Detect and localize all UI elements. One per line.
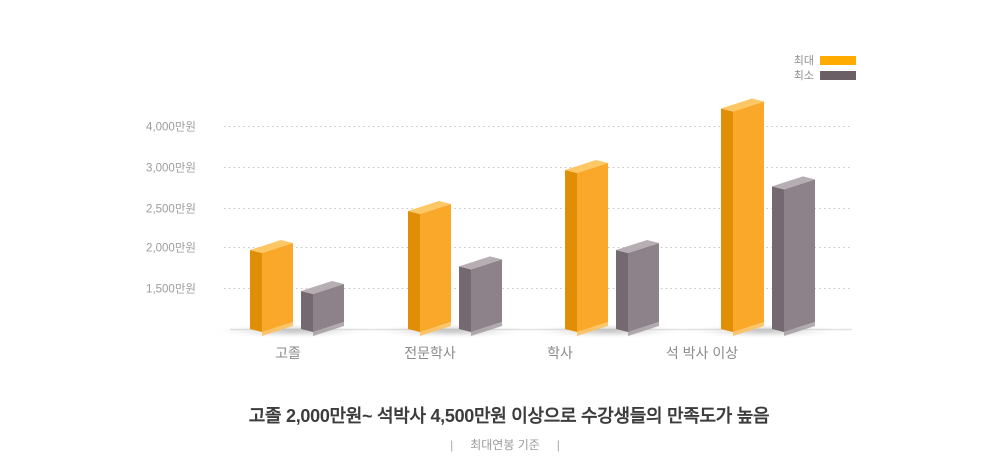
bar-min-1 bbox=[459, 256, 502, 336]
bar-min-2-base-sheen bbox=[628, 322, 659, 336]
bar-min-1-front-face bbox=[471, 259, 502, 332]
bar-max-2-top-face bbox=[565, 160, 608, 173]
legend-item-max: 최대 bbox=[756, 53, 856, 67]
bar-min-3-top-face bbox=[772, 176, 815, 190]
legend-swatch-min-icon bbox=[820, 70, 856, 80]
bar-max-0 bbox=[250, 240, 293, 336]
bar-max-0-front-face bbox=[262, 243, 293, 332]
bar-max-2-front-face bbox=[577, 163, 608, 332]
bar-max-1-top-face bbox=[408, 201, 451, 214]
bar-max-3 bbox=[721, 98, 764, 336]
bar-min-0 bbox=[301, 281, 344, 336]
legend-item-min: 최소 bbox=[756, 68, 856, 82]
chart-caption-note: | 최대연봉 기준 | bbox=[0, 436, 1004, 453]
ytick-label-3000: 3,000만원 bbox=[146, 161, 196, 175]
bar-max-0-base-sheen bbox=[262, 322, 293, 336]
bar-min-1-base-sheen bbox=[471, 322, 502, 336]
chart-legend: 최대 최소 bbox=[756, 53, 856, 83]
category-label-2: 학사 bbox=[547, 345, 573, 361]
bar-min-2 bbox=[616, 240, 659, 336]
bar-min-0-side-face bbox=[301, 291, 313, 332]
bar-min-0-front-face bbox=[313, 284, 344, 332]
bar-min-2-top-face bbox=[616, 240, 659, 253]
ytick-label-4000: 4,000만원 bbox=[146, 120, 196, 134]
bar-max-1-side-face bbox=[408, 211, 420, 332]
legend-label-max: 최대 bbox=[793, 55, 814, 67]
bar-min-3-base-sheen bbox=[784, 322, 815, 336]
bar-min-1-side-face bbox=[459, 266, 471, 332]
bar-min-1-top-face bbox=[459, 256, 502, 270]
bar-max-2-side-face bbox=[565, 170, 577, 332]
note-text: 최대연봉 기준 bbox=[470, 438, 540, 452]
note-separator-left: | bbox=[450, 438, 454, 452]
bar-min-2-side-face bbox=[616, 250, 628, 332]
bar-min-0-top-face bbox=[301, 281, 344, 294]
bar-max-0-top-face bbox=[250, 240, 293, 253]
bar-min-2-front-face bbox=[628, 243, 659, 332]
bar-max-1-front-face bbox=[420, 204, 451, 332]
bar-min-3-side-face bbox=[772, 186, 784, 332]
bar-max-3-side-face bbox=[721, 108, 733, 332]
bar-min-0-base-sheen bbox=[313, 322, 344, 336]
chart-caption: 고졸 2,000만원~ 석박사 4,500만원 이상으로 수강생들의 만족도가 … bbox=[248, 406, 770, 426]
bar-max-3-front-face bbox=[733, 101, 764, 332]
bar-max-2-base-sheen bbox=[577, 322, 608, 336]
ytick-label-2500: 2,500만원 bbox=[146, 202, 196, 216]
category-label-3: 석 박사 이상 bbox=[666, 345, 738, 361]
bar-max-3-top-face bbox=[721, 98, 764, 112]
bar-max-1 bbox=[408, 201, 451, 336]
bar-max-2 bbox=[565, 160, 608, 336]
note-separator-right: | bbox=[556, 438, 560, 452]
ytick-label-1500: 1,500만원 bbox=[146, 282, 196, 296]
bar-max-3-base-sheen bbox=[733, 322, 764, 336]
bar-max-1-base-sheen bbox=[420, 322, 451, 336]
legend-swatch-max-icon bbox=[820, 55, 856, 65]
ytick-label-2000: 2,000만원 bbox=[146, 241, 196, 255]
bar-max-0-side-face bbox=[250, 250, 262, 332]
bar-min-3 bbox=[772, 176, 815, 336]
legend-label-min: 최소 bbox=[793, 70, 814, 82]
bars bbox=[250, 98, 815, 336]
category-label-0: 고졸 bbox=[275, 345, 301, 361]
category-label-1: 전문학사 bbox=[404, 345, 456, 361]
bar-min-3-front-face bbox=[784, 179, 815, 332]
